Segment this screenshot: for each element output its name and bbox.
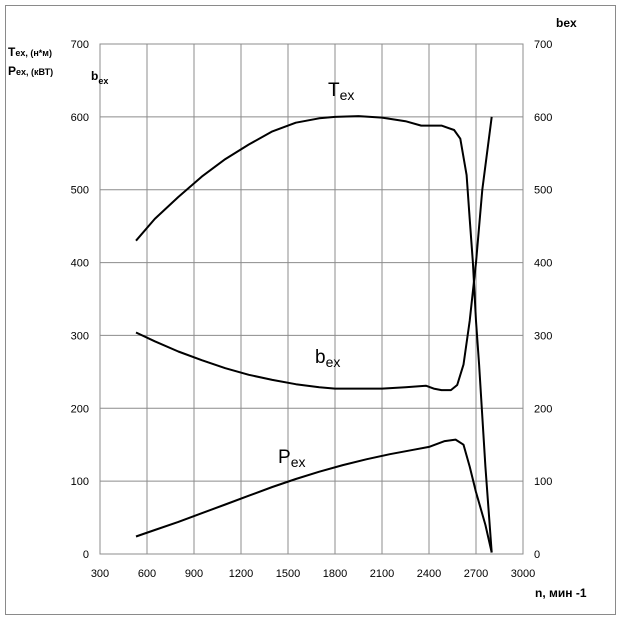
- chart-frame: [5, 5, 616, 615]
- x-tick-label: 3000: [511, 568, 535, 580]
- series-label-bex-sub: ex: [326, 354, 341, 370]
- y-right-tick-label: 200: [534, 403, 552, 415]
- y-right-tick-label: 300: [534, 330, 552, 342]
- y-left-tick-label: 0: [83, 549, 89, 561]
- x-tick-label: 900: [185, 568, 203, 580]
- y-left-label-bex-sub: ex: [98, 76, 108, 86]
- series-label-power: Pex: [278, 447, 305, 470]
- series-line-power: [135, 438, 493, 553]
- series-line-torque: [135, 115, 493, 553]
- y-left-tick-label: 500: [71, 185, 89, 197]
- y-left-label-power-sub: ex, (кВТ): [16, 67, 53, 77]
- y-left-label-bex: bex: [91, 69, 108, 86]
- x-tick-label: 2700: [464, 568, 488, 580]
- x-tick-label: 300: [91, 568, 109, 580]
- series-label-bex: bex: [315, 347, 340, 370]
- plot-border: [99, 43, 524, 555]
- series-label-bex-main: b: [315, 347, 326, 368]
- y-left-label-bex-main: b: [91, 69, 98, 83]
- y-left-tick-label: 300: [71, 330, 89, 342]
- x-tick-label: 2100: [370, 568, 394, 580]
- x-tick-label: 1200: [229, 568, 253, 580]
- y-right-tick-label: 100: [534, 476, 552, 488]
- y-right-tick-label: 600: [534, 112, 552, 124]
- y-left-tick-label: 600: [71, 112, 89, 124]
- series-lines: [135, 115, 493, 553]
- y-left-tick-label: 400: [71, 258, 89, 270]
- y-left-tick-label: 700: [71, 39, 89, 51]
- series-label-torque-main: T: [328, 80, 340, 101]
- series-line-bex: [135, 116, 493, 392]
- series-label-torque: Tex: [328, 80, 354, 103]
- y-left-label-torque-main: T: [8, 45, 16, 59]
- y-left-tick-labels: 0 100 200 300 400 500 600 700: [71, 39, 89, 561]
- x-tick-label: 600: [138, 568, 156, 580]
- y-right-label: bex: [556, 16, 577, 30]
- y-right-tick-labels: 0 100 200 300 400 500 600 700: [534, 39, 552, 561]
- x-tick-labels: 300 600 900 1200 1500 1800 2100 2400 2700 3000: [91, 568, 535, 580]
- series-label-power-sub: ex: [291, 454, 306, 470]
- y-right-tick-label: 500: [534, 185, 552, 197]
- x-axis-label: n, мин -1: [535, 586, 587, 600]
- series-label-power-main: P: [278, 447, 291, 468]
- series-label-torque-sub: ex: [340, 87, 355, 103]
- y-left-label-torque: Tex, (н*м): [8, 45, 52, 59]
- plot-area-border: [99, 43, 524, 555]
- x-tick-label: 1800: [323, 568, 347, 580]
- y-left-label-power-main: P: [8, 64, 16, 78]
- y-right-tick-label: 400: [534, 258, 552, 270]
- y-left-label-power: Pex, (кВТ): [8, 64, 53, 78]
- y-left-tick-label: 200: [71, 403, 89, 415]
- y-right-tick-label: 0: [534, 549, 540, 561]
- y-left-tick-label: 100: [71, 476, 89, 488]
- y-left-label-torque-sub: ex, (н*м): [15, 48, 52, 58]
- x-tick-label: 2400: [417, 568, 441, 580]
- x-tick-label: 1500: [276, 568, 300, 580]
- y-right-tick-label: 700: [534, 39, 552, 51]
